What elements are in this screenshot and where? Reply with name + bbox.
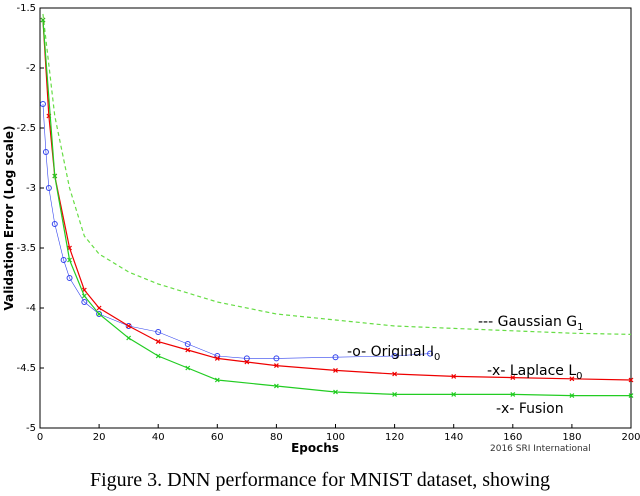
- point: [333, 367, 338, 373]
- point: [96, 311, 103, 317]
- point: [39, 101, 46, 107]
- point: [510, 375, 516, 381]
- point: [155, 329, 162, 335]
- series-name: -o- Original I: [347, 344, 434, 360]
- x-tick-label: 0: [37, 432, 43, 443]
- point: [569, 393, 575, 399]
- point: [392, 391, 398, 397]
- point: [52, 173, 58, 179]
- series-line: [42, 13, 632, 335]
- point: [67, 257, 72, 263]
- y-tick-label: -3: [26, 183, 36, 194]
- x-tick-label: 120: [385, 432, 404, 443]
- point: [45, 185, 52, 191]
- series-label: -o- Original I0: [347, 344, 440, 363]
- y-tick-label: -4: [26, 303, 36, 314]
- point: [60, 257, 67, 263]
- x-tick-label: 180: [562, 432, 581, 443]
- point: [184, 341, 191, 347]
- point: [185, 347, 191, 353]
- point: [510, 391, 516, 397]
- point: [51, 221, 58, 227]
- point: [66, 275, 73, 281]
- point: [81, 299, 88, 305]
- series-subscript: 0: [434, 352, 440, 363]
- x-tick-label: 140: [444, 432, 463, 443]
- series-label: --- Gaussian G1: [478, 314, 584, 333]
- series-label: -x- Fusion: [496, 401, 564, 417]
- x-tick-label: 160: [503, 432, 522, 443]
- point: [125, 323, 132, 329]
- x-tick-label: 80: [270, 432, 283, 443]
- point: [126, 335, 132, 341]
- x-tick-label: 60: [211, 432, 224, 443]
- point: [451, 373, 457, 379]
- x-tick-label: 100: [326, 432, 345, 443]
- point: [126, 323, 132, 329]
- point: [243, 355, 250, 362]
- y-tick-label: -2.5: [16, 123, 36, 134]
- point: [569, 376, 575, 382]
- point: [214, 377, 220, 383]
- series-subscript: 1: [577, 322, 583, 333]
- series-line: [42, 103, 431, 359]
- point: [628, 393, 634, 399]
- x-axis-label: Epochs: [291, 441, 339, 455]
- point: [273, 355, 280, 362]
- point: [628, 377, 634, 383]
- caption: Figure 3. DNN performance for MNIST data…: [90, 469, 550, 491]
- point: [185, 365, 191, 371]
- x-tick-label: 40: [152, 432, 165, 443]
- point: [333, 389, 338, 395]
- series-name: -x- Fusion: [496, 401, 564, 417]
- point: [451, 391, 457, 397]
- y-tick-label: -1.5: [16, 3, 36, 14]
- point: [81, 293, 87, 299]
- point: [244, 359, 250, 365]
- point: [391, 353, 398, 359]
- point: [42, 149, 49, 155]
- series-line: [42, 19, 631, 397]
- point: [155, 353, 161, 359]
- point: [332, 354, 339, 361]
- x-tick-label: 200: [621, 432, 640, 443]
- point: [273, 383, 279, 389]
- y-tick-label: -3.5: [16, 243, 36, 254]
- point: [96, 311, 102, 317]
- series-name: --- Gaussian G: [478, 314, 577, 330]
- y-tick-label: -2: [26, 63, 36, 74]
- point: [392, 371, 398, 377]
- series-line: [42, 19, 632, 381]
- series-label: -x- Laplace L0: [487, 363, 583, 382]
- series-subscript: 0: [576, 371, 582, 382]
- watermark: 2016 SRI International: [490, 444, 591, 454]
- x-tick-label: 20: [93, 432, 106, 443]
- point: [214, 355, 220, 361]
- point: [273, 363, 279, 369]
- y-axis-label: Validation Error (Log scale): [2, 125, 16, 310]
- point: [96, 305, 102, 311]
- y-tick-label: -5: [26, 423, 36, 434]
- point: [427, 350, 434, 357]
- point: [40, 17, 46, 23]
- series-name: -x- Laplace L: [487, 363, 576, 379]
- point: [155, 339, 161, 345]
- y-tick-label: -4.5: [16, 363, 36, 374]
